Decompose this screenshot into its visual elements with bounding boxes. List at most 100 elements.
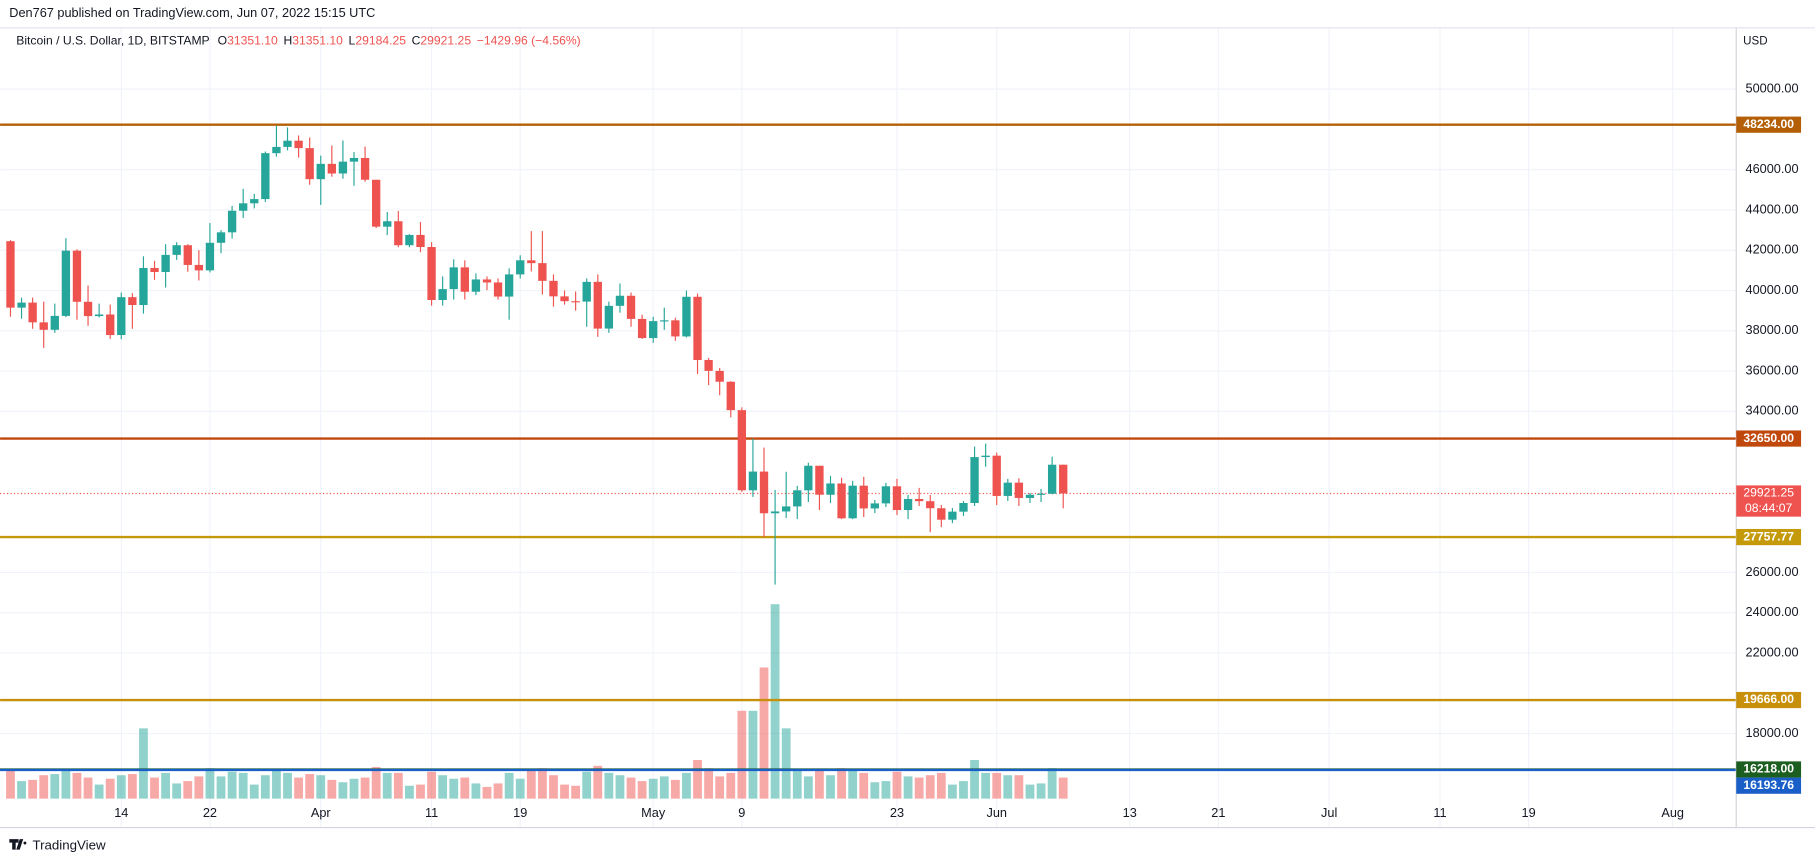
candle-body xyxy=(94,314,104,317)
candle-body xyxy=(748,471,758,491)
x-tick-label: 21 xyxy=(1211,805,1225,820)
y-tick-label: 34000.00 xyxy=(1745,403,1798,418)
candle-body xyxy=(981,455,990,458)
volume-bar xyxy=(183,781,193,799)
candle-body xyxy=(992,455,1001,496)
y-tick-label: 24000.00 xyxy=(1745,604,1798,619)
volume-bar xyxy=(327,779,337,799)
candle-body xyxy=(416,234,425,248)
y-tick-label: 46000.00 xyxy=(1745,161,1798,176)
candle-body xyxy=(671,320,680,337)
candle-body xyxy=(438,289,447,300)
symbol: Bitcoin / U.S. Dollar, 1D, BITSTAMP xyxy=(16,34,209,48)
volume-bar xyxy=(881,781,891,799)
candle-body xyxy=(560,296,569,302)
axes-layer: 50000.00 46000.00 44000.00 42000.00 40000.00… xyxy=(0,27,1815,829)
volume-bar xyxy=(371,767,381,799)
candle-body xyxy=(726,381,735,411)
volume-bar xyxy=(914,777,924,799)
volume-bar xyxy=(504,772,514,799)
candle-body xyxy=(6,241,15,308)
level-label-box xyxy=(1736,691,1802,709)
candle-body xyxy=(527,260,536,264)
volume-bar xyxy=(526,770,536,799)
level-label-box xyxy=(1736,430,1802,447)
volume-bar xyxy=(704,768,714,799)
candle-body xyxy=(272,146,281,154)
candle-body xyxy=(216,232,226,243)
candle-body xyxy=(582,281,591,302)
candle-body xyxy=(948,511,957,520)
volume-bar xyxy=(1047,768,1057,799)
volume-bar xyxy=(670,779,680,799)
candle-body xyxy=(28,302,37,323)
volume-bar xyxy=(382,772,392,799)
x-tick-label: 14 xyxy=(114,805,128,820)
candle-body xyxy=(914,498,924,502)
candle-body xyxy=(250,199,259,204)
volume-bar xyxy=(349,778,359,799)
volume-bar xyxy=(1058,777,1068,799)
volume-bar xyxy=(947,784,957,799)
candle-body xyxy=(615,295,625,306)
candle-body xyxy=(970,457,979,503)
volume-bar xyxy=(39,775,49,799)
candle-body xyxy=(1014,482,1024,498)
countdown: 08:44:07 xyxy=(1745,501,1793,515)
volume-bar xyxy=(848,770,858,799)
candle-body xyxy=(937,508,946,520)
legend: Bitcoin / U.S. Dollar, 1D, BITSTAMP O313… xyxy=(16,34,580,48)
candle-body xyxy=(261,153,270,200)
candle-body xyxy=(815,465,824,495)
y-tick-label: 44000.00 xyxy=(1745,201,1798,216)
volume-bar xyxy=(759,667,769,799)
x-tick-label: 19 xyxy=(1522,805,1536,820)
candle-body xyxy=(371,179,381,227)
level-label-box xyxy=(1736,528,1802,546)
candle-body xyxy=(183,245,192,265)
candle-body xyxy=(294,140,303,149)
last-price-box xyxy=(1736,485,1802,517)
volume-bar xyxy=(360,777,370,799)
candle-body xyxy=(493,282,503,297)
level-label-box xyxy=(1736,777,1802,794)
volume-bar xyxy=(139,728,148,799)
x-tick-label: 23 xyxy=(890,805,904,820)
volume-bar xyxy=(238,772,248,799)
x-tick-label: Jul xyxy=(1321,805,1337,820)
volume-bar xyxy=(648,778,658,799)
volume-bar xyxy=(737,710,747,799)
volume-bar xyxy=(260,775,270,799)
volume-bar xyxy=(593,765,603,799)
volume-bar xyxy=(28,779,38,799)
candle-body xyxy=(637,318,647,339)
candle-body xyxy=(604,305,614,329)
brand-logo: TradingView xyxy=(9,838,106,853)
candle-body xyxy=(394,221,403,246)
y-tick-label: 38000.00 xyxy=(1745,322,1798,337)
candle-body xyxy=(870,503,879,509)
x-tick-label: 9 xyxy=(738,805,745,820)
volume-bar xyxy=(194,776,204,799)
volume-bar xyxy=(604,772,614,799)
x-tick-label: Aug xyxy=(1661,805,1684,820)
x-tick-label: May xyxy=(641,805,666,820)
level-label: 27757.77 xyxy=(1743,529,1794,543)
publisher: Den767 published on TradingView.com, Jun… xyxy=(9,5,375,20)
candle-body xyxy=(715,370,724,382)
candle-body xyxy=(737,410,747,491)
candle-body xyxy=(449,267,458,290)
candle-body xyxy=(926,501,935,509)
grid xyxy=(0,27,1737,828)
volume-bar xyxy=(959,781,968,799)
volume-bar xyxy=(770,604,780,799)
candle-body xyxy=(759,471,769,514)
volume-bar xyxy=(560,784,569,799)
candle-body xyxy=(227,210,237,233)
volume-bar xyxy=(460,777,470,799)
candle-body xyxy=(327,163,337,174)
candle-body xyxy=(549,280,558,297)
candle-body xyxy=(316,163,325,180)
candle-body xyxy=(1003,482,1012,496)
volume-bar xyxy=(416,784,425,799)
